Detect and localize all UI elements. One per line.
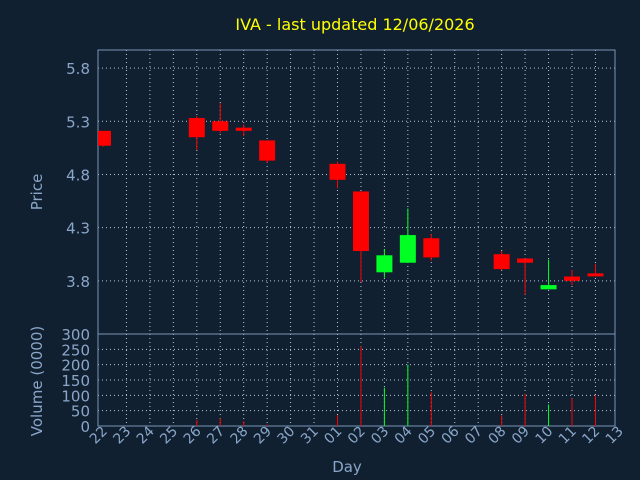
candle (188, 115, 205, 150)
candle (493, 251, 510, 271)
candle (587, 263, 604, 277)
candle (329, 161, 346, 189)
price-axis-label: Price (28, 174, 46, 211)
x-axis-label: Day (332, 458, 362, 476)
candle-body (235, 127, 252, 131)
candle (352, 191, 369, 282)
price-y-tick: 4.3 (66, 220, 90, 238)
candle (399, 208, 416, 263)
candle-body (329, 163, 346, 180)
candle-body (376, 255, 393, 273)
candle (259, 140, 276, 163)
price-y-tick: 4.8 (66, 166, 90, 184)
candle-body (540, 285, 557, 290)
candle-body (188, 118, 205, 138)
candle-body (212, 121, 229, 131)
volume-y-tick: 100 (61, 387, 90, 405)
candle (212, 103, 229, 133)
candle (423, 234, 440, 261)
volume-y-tick: 250 (61, 341, 90, 359)
candle-body (587, 273, 604, 277)
candle (564, 270, 580, 286)
price-y-tick: 3.8 (66, 273, 90, 291)
price-y-tick-labels: 5.8 5.3 4.8 4.3 3.8 (66, 60, 90, 291)
price-y-tick: 5.3 (66, 113, 90, 131)
candle-body (423, 238, 440, 258)
candle-body (98, 130, 111, 146)
candle-body (493, 254, 510, 270)
price-candles (98, 103, 604, 295)
candle-body (517, 258, 534, 263)
volume-y-tick: 300 (61, 326, 90, 344)
candle (517, 258, 534, 295)
candle-body (259, 140, 276, 161)
price-y-tick: 5.8 (66, 60, 90, 78)
volume-axis-label: Volume (0000) (28, 326, 46, 436)
candle-body (399, 235, 416, 263)
volume-y-tick: 0 (80, 418, 90, 436)
volume-y-tick: 150 (61, 372, 90, 390)
volume-panel-frame (97, 333, 616, 427)
chart-title: IVA - last updated 12/06/2026 (235, 15, 474, 34)
candle-body (352, 191, 369, 252)
volume-y-tick: 200 (61, 357, 90, 375)
volume-bars (196, 346, 596, 426)
x-tick-labels: 22 23 24 25 26 27 28 29 30 31 01 02 03 04 05 06 07 08 09 10… (87, 423, 627, 447)
candle (376, 248, 393, 278)
volume-y-tick: 50 (71, 403, 90, 421)
candle (98, 130, 111, 147)
candle-body (564, 276, 580, 281)
candle (235, 124, 252, 137)
candle (540, 259, 557, 290)
